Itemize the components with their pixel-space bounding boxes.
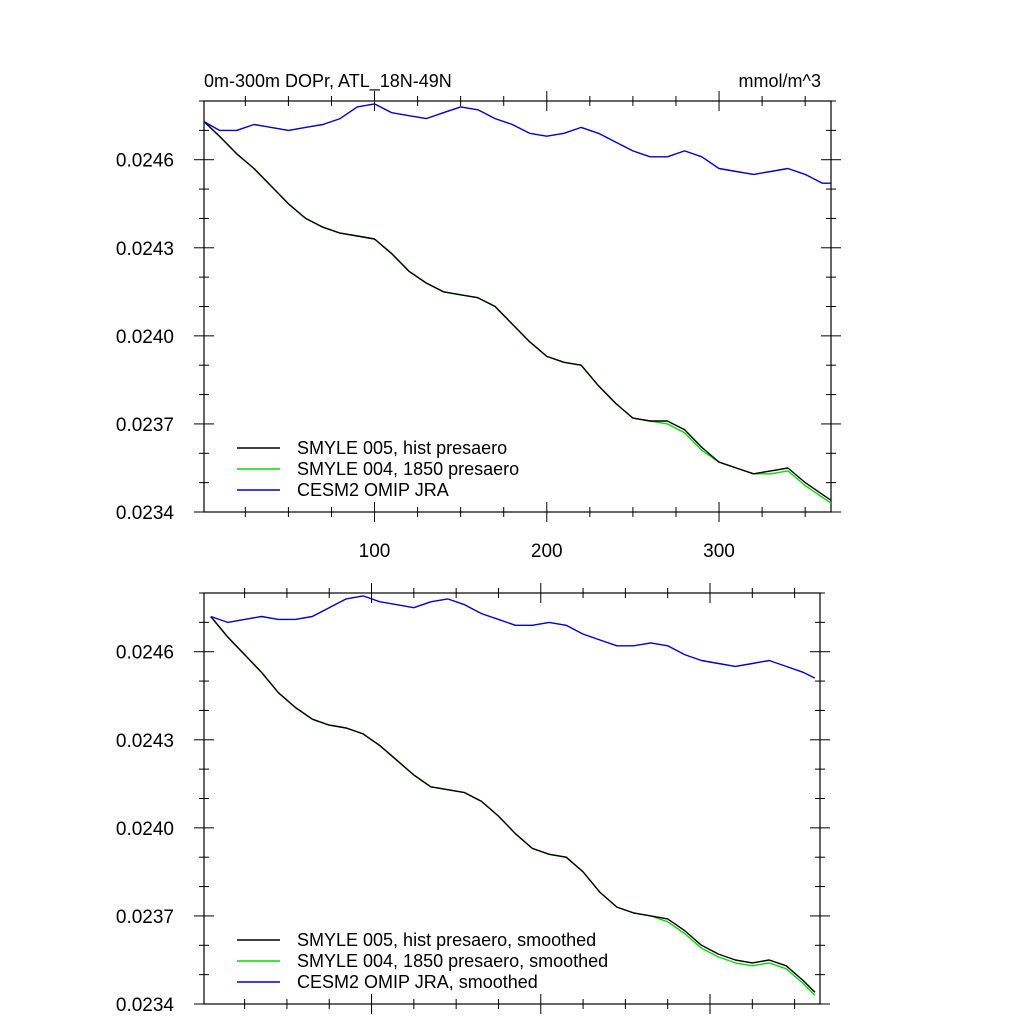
chart-panel-top: 0m-300m DOPr, ATL_18N-49N mmol/m^3 100 200 3… xyxy=(116,71,841,562)
y-tick-label: 0.0240 xyxy=(116,327,174,348)
chart-title: 0m-300m DOPr, ATL_18N-49N xyxy=(204,71,452,92)
legend-label: CESM2 OMIP JRA, smoothed xyxy=(297,972,538,992)
y-tick-label: 0.0237 xyxy=(116,415,174,436)
y-tick-label: 0.0243 xyxy=(116,731,174,752)
y-tick-label: 0.0237 xyxy=(116,907,174,928)
units-label: mmol/m^3 xyxy=(739,71,821,91)
y-tick-label: 0.0234 xyxy=(116,503,175,524)
series-line-1 xyxy=(210,616,816,993)
x-tick-label: 200 xyxy=(531,541,563,562)
legend-label: SMYLE 005, hist presaero, smoothed xyxy=(297,930,596,950)
x-tick-label: 100 xyxy=(359,541,391,562)
y-tick-label: 0.0243 xyxy=(116,239,174,260)
legend-label: SMYLE 004, 1850 presaero xyxy=(297,459,519,479)
legend-label: SMYLE 004, 1850 presaero, smoothed xyxy=(297,951,608,971)
y-tick-label: 0.0240 xyxy=(116,819,174,840)
x-tick-label: 300 xyxy=(703,541,735,562)
y-tick-label: 0.0234 xyxy=(116,995,175,1016)
chart-panel-bottom: 0.0234 0.0237 0.0240 0.0243 0.0246 SMYLE 005,… xyxy=(116,583,830,1016)
y-tick-label: 0.0246 xyxy=(116,643,174,664)
legend-label: SMYLE 005, hist presaero xyxy=(297,438,507,458)
y-tick-label: 0.0246 xyxy=(116,151,174,172)
series-line-1 xyxy=(203,121,832,501)
legend-label: CESM2 OMIP JRA xyxy=(297,480,449,500)
series-line-3 xyxy=(210,595,816,679)
series-line-3 xyxy=(203,103,831,184)
